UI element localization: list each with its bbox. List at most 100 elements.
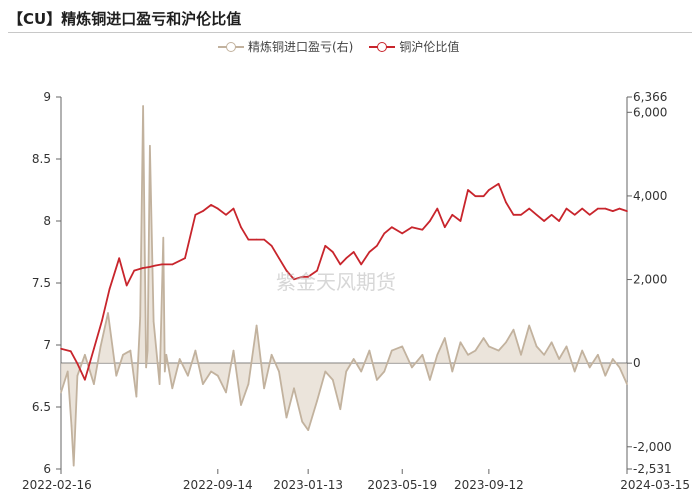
right-y-tick-label: -2,531 — [633, 462, 672, 476]
pnl-point — [60, 391, 62, 394]
pnl-point — [76, 374, 79, 377]
ratio-point — [108, 288, 111, 291]
pnl-point — [505, 341, 507, 344]
pnl-point — [383, 370, 386, 373]
ratio-point — [225, 214, 227, 216]
ratio-point — [467, 189, 469, 191]
ratio-point — [307, 276, 310, 278]
pnl-area — [61, 106, 627, 466]
ratio-point — [604, 207, 607, 210]
left-y-tick-label: 9 — [43, 90, 51, 104]
x-tick-label: 2022-09-14 — [183, 478, 253, 492]
ratio-point — [360, 263, 363, 266]
pnl-point — [225, 391, 227, 394]
ratio-point — [512, 214, 515, 216]
pnl-point — [467, 354, 469, 356]
ratio-point — [217, 207, 219, 210]
title-divider — [8, 32, 692, 33]
pnl-point — [573, 370, 576, 373]
ratio-point — [93, 347, 95, 350]
legend-item-ratio[interactable]: 铜沪伦比值 — [369, 38, 459, 55]
pnl-point — [451, 370, 454, 373]
ratio-point — [612, 210, 614, 212]
ratio-point — [125, 284, 128, 287]
ratio-point — [184, 257, 186, 260]
right-y-tick-label: 6,366 — [633, 90, 667, 104]
ratio-point — [171, 263, 174, 266]
ratio-point — [535, 214, 538, 216]
pnl-point — [285, 416, 288, 419]
right-y-tick-label: 4,000 — [633, 189, 667, 203]
pnl-point — [597, 354, 599, 356]
chart-title: 【CU】精炼铜进口盈亏和沪伦比值 — [8, 10, 242, 28]
pnl-point — [401, 345, 404, 348]
pnl-point — [217, 374, 219, 377]
watermark-text: 紫金天风期货 — [276, 270, 396, 294]
pnl-point — [391, 349, 393, 352]
pnl-point — [565, 345, 568, 348]
left-y-tick-label: 7 — [43, 338, 51, 352]
pnl-point — [429, 379, 431, 381]
ratio-point — [154, 264, 156, 267]
left-y-tick-label: 6 — [43, 462, 51, 476]
ratio-point — [345, 257, 348, 260]
ratio-point — [101, 319, 103, 322]
pnl-point — [247, 383, 250, 385]
pnl-point — [482, 337, 485, 339]
pnl-point — [421, 354, 424, 356]
pnl-point — [107, 312, 109, 314]
pnl-point — [152, 320, 155, 323]
pnl-point — [345, 370, 348, 373]
pnl-point — [202, 383, 204, 385]
ratio-point — [247, 238, 250, 241]
pnl-point — [488, 345, 490, 348]
ratio-point — [543, 220, 545, 222]
left-y-tick-label: 8.5 — [32, 152, 51, 166]
pnl-point — [626, 383, 628, 385]
ratio-point — [118, 257, 120, 260]
ratio-point — [194, 214, 197, 216]
ratio-point — [565, 207, 568, 210]
ratio-point — [520, 214, 522, 216]
left-y-tick-label: 6.5 — [32, 400, 51, 414]
legend-label-ratio: 铜沪伦比值 — [399, 40, 460, 54]
legend-marker-ratio-icon — [369, 41, 396, 53]
pnl-point — [146, 349, 149, 352]
ratio-point — [149, 266, 151, 268]
ratio-point — [339, 263, 342, 266]
ratio-point — [202, 210, 204, 212]
ratio-point — [588, 214, 591, 216]
pnl-point — [352, 358, 355, 360]
pnl-point — [278, 370, 280, 373]
ratio-point — [278, 257, 280, 260]
left-y-tick-label: 7.5 — [32, 276, 51, 290]
pnl-point — [436, 354, 439, 356]
legend: 精炼铜进口盈亏(右) 铜沪伦比值 — [218, 38, 475, 55]
ratio-point — [411, 226, 413, 228]
ratio-point — [232, 207, 235, 210]
pnl-point — [145, 366, 147, 369]
pnl-point — [474, 349, 477, 352]
right-y-tick-label: -2,000 — [633, 440, 672, 454]
ratio-point — [528, 207, 530, 210]
pnl-series-layer — [60, 105, 628, 467]
pnl-point — [528, 324, 530, 327]
ratio-point — [368, 251, 371, 253]
ratio-point — [255, 238, 258, 241]
ratio-point — [240, 226, 242, 228]
ratio-point — [285, 269, 288, 272]
pnl-point — [520, 354, 522, 356]
axes-layer: 6 6.5 7 7.5 8 8.5 9 -2,531 -2,000 0 2,000 4,000 6,00… — [22, 90, 690, 492]
pnl-point — [149, 145, 151, 147]
pnl-point — [376, 379, 378, 381]
pnl-point — [164, 370, 166, 373]
pnl-point — [558, 358, 560, 360]
ratio-point — [482, 195, 485, 197]
pnl-point — [178, 358, 181, 360]
ratio-point — [301, 276, 304, 278]
ratio-point — [324, 245, 327, 247]
ratio-point — [210, 204, 212, 206]
legend-item-pnl[interactable]: 精炼铜进口盈亏(右) — [218, 38, 353, 55]
ratio-point — [505, 201, 507, 204]
